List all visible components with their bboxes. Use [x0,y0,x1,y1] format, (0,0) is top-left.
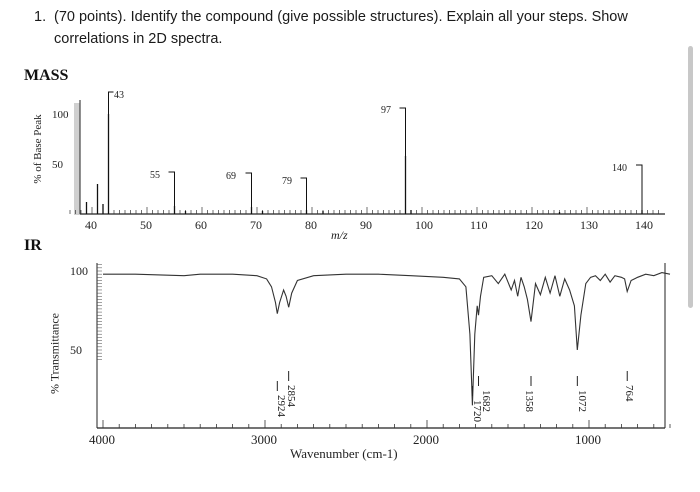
ir-x-tick-label: 3000 [251,432,277,447]
ir-peak-label: 1358 [523,390,535,413]
mass-x-tick-label: 60 [195,218,207,232]
mass-x-tick-label: 40 [85,218,97,232]
ir-x-axis-label: Wavenumber (cm-1) [290,446,398,461]
ir-peak-label: 1072 [576,390,588,412]
ir-peak-label: 2854 [285,385,297,408]
mass-x-tick-label: 120 [525,218,543,232]
mass-x-tick-label: 80 [305,218,317,232]
mass-peak-label: 43 [114,90,124,101]
ir-peak-label: 1682 [480,390,492,412]
scrollbar[interactable] [688,46,693,308]
ir-x-tick-label: 4000 [89,432,115,447]
mass-peak-label: 97 [381,105,391,116]
mass-x-tick-label: 90 [360,218,372,232]
mass-x-tick-label: 130 [580,218,598,232]
mass-x-tick-label: 100 [415,218,433,232]
ir-peak-label: 764 [623,385,635,402]
ir-peak-label: 1720 [471,400,483,423]
mass-peak-label: 79 [282,176,292,187]
question-number: 1. [34,9,47,25]
mass-peak-label-bracket [399,107,406,156]
ir-y-tick-label: 50 [70,343,82,357]
ir-x-tick-label: 2000 [413,432,439,447]
mass-peak-label-bracket [245,172,252,207]
mass-peak-label-bracket [108,91,114,114]
ir-x-tick-label: 1000 [575,432,601,447]
mass-peak-label-bracket [168,171,175,206]
ir-section-label: IR [24,237,42,254]
ir-peak-label: 2924 [275,395,287,418]
mass-peak-label: 140 [612,163,627,174]
mass-x-tick-label: 140 [635,218,653,232]
mass-peak-label: 55 [150,170,160,181]
mass-y-tick-label: 50 [52,159,64,171]
mass-section-label: MASS [24,67,69,84]
mass-x-tick-label: 110 [470,218,488,232]
mass-peak-label-bracket [300,177,307,210]
mass-x-axis-label: m/z [331,228,348,242]
question-text: (70 points). Identify the compound (give… [54,9,628,47]
mass-peak-label: 69 [226,171,236,182]
mass-x-tick-label: 50 [140,218,152,232]
mass-y-tick-label: 100 [52,109,69,121]
ir-y-tick-label: 100 [70,264,88,278]
mass-x-tick-label: 70 [250,218,262,232]
mass-peak-label-bracket [636,164,643,210]
ir-spectrum-line [103,272,671,406]
